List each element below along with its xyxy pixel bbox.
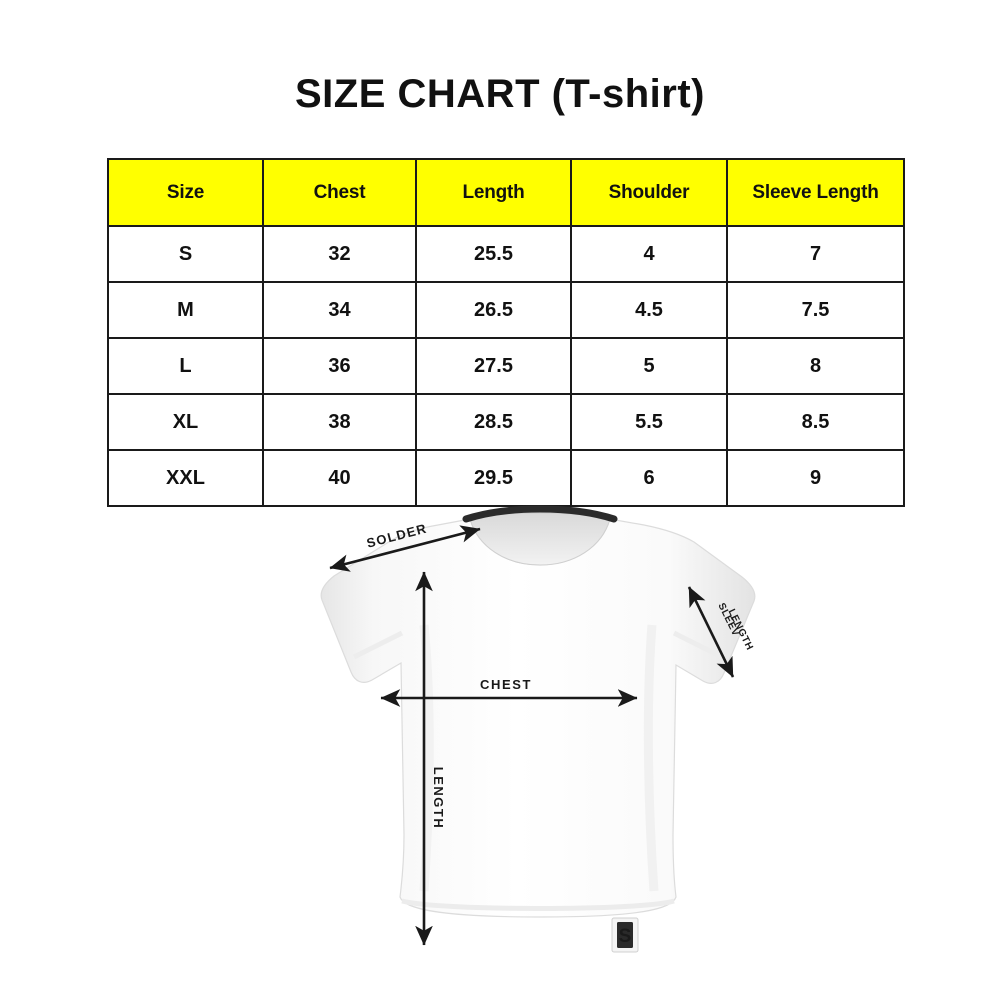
tshirt-body-shape <box>320 518 756 918</box>
cell-shoulder: 6 <box>570 449 728 507</box>
cell-shoulder: 4.5 <box>570 281 728 339</box>
cell-size: XXL <box>107 449 264 507</box>
brand-tag-glyph-icon: S <box>619 926 632 947</box>
sleeve-hem-left <box>352 630 404 660</box>
table-row: XL 38 28.5 5.5 8.5 <box>107 393 905 451</box>
cell-length: 29.5 <box>415 449 572 507</box>
chest-label: CHEST <box>480 677 532 692</box>
size-chart-table-container: Size Chest Length Shoulder Sleeve Length… <box>107 158 905 507</box>
cell-sleeve-length: 9 <box>726 449 905 507</box>
cell-sleeve-length: 8.5 <box>726 393 905 451</box>
table-row: XXL 40 29.5 6 9 <box>107 449 905 507</box>
table-row: L 36 27.5 5 8 <box>107 337 905 395</box>
cell-shoulder: 5 <box>570 337 728 395</box>
fabric-fold-right <box>643 624 659 892</box>
cell-sleeve-length: 7 <box>726 225 905 283</box>
column-header-chest: Chest <box>262 158 417 227</box>
size-chart-table: Size Chest Length Shoulder Sleeve Length… <box>107 158 905 507</box>
cell-shoulder: 5.5 <box>570 393 728 451</box>
cell-length: 26.5 <box>415 281 572 339</box>
cell-chest: 36 <box>262 337 417 395</box>
cell-sleeve-length: 8 <box>726 337 905 395</box>
table-header-row: Size Chest Length Shoulder Sleeve Length <box>107 158 905 227</box>
brand-tag-background <box>617 922 633 948</box>
cell-size: S <box>107 225 264 283</box>
cell-chest: 40 <box>262 449 417 507</box>
page-title: SIZE CHART (T-shirt) <box>295 72 705 116</box>
cell-length: 28.5 <box>415 393 572 451</box>
length-measure-annotation: LENGTH <box>415 571 446 946</box>
cell-sleeve-length: 7.5 <box>726 281 905 339</box>
cell-size: XL <box>107 393 264 451</box>
cell-chest: 34 <box>262 281 417 339</box>
tshirt-collar-band <box>462 505 618 523</box>
cell-chest: 32 <box>262 225 417 283</box>
cell-length: 27.5 <box>415 337 572 395</box>
cell-chest: 38 <box>262 393 417 451</box>
sleeve-length-arrow <box>687 586 735 678</box>
cell-length: 25.5 <box>415 225 572 283</box>
column-header-size: Size <box>107 158 264 227</box>
column-header-length: Length <box>415 158 572 227</box>
shoulder-arrow <box>329 525 481 572</box>
column-header-sleeve-length: Sleeve Length <box>726 158 905 227</box>
cell-shoulder: 4 <box>570 225 728 283</box>
length-label: LENGTH <box>431 767 446 829</box>
table-row: S 32 25.5 4 7 <box>107 225 905 283</box>
tshirt-illustration: S <box>320 505 756 953</box>
brand-tag: S <box>611 917 639 953</box>
table-row: M 34 26.5 4.5 7.5 <box>107 281 905 339</box>
column-header-shoulder: Shoulder <box>570 158 728 227</box>
cell-size: L <box>107 337 264 395</box>
tshirt-measurement-diagram: S SOLDER SLEEV LENGTH CHEST LENGTH <box>0 505 1000 1000</box>
cell-size: M <box>107 281 264 339</box>
